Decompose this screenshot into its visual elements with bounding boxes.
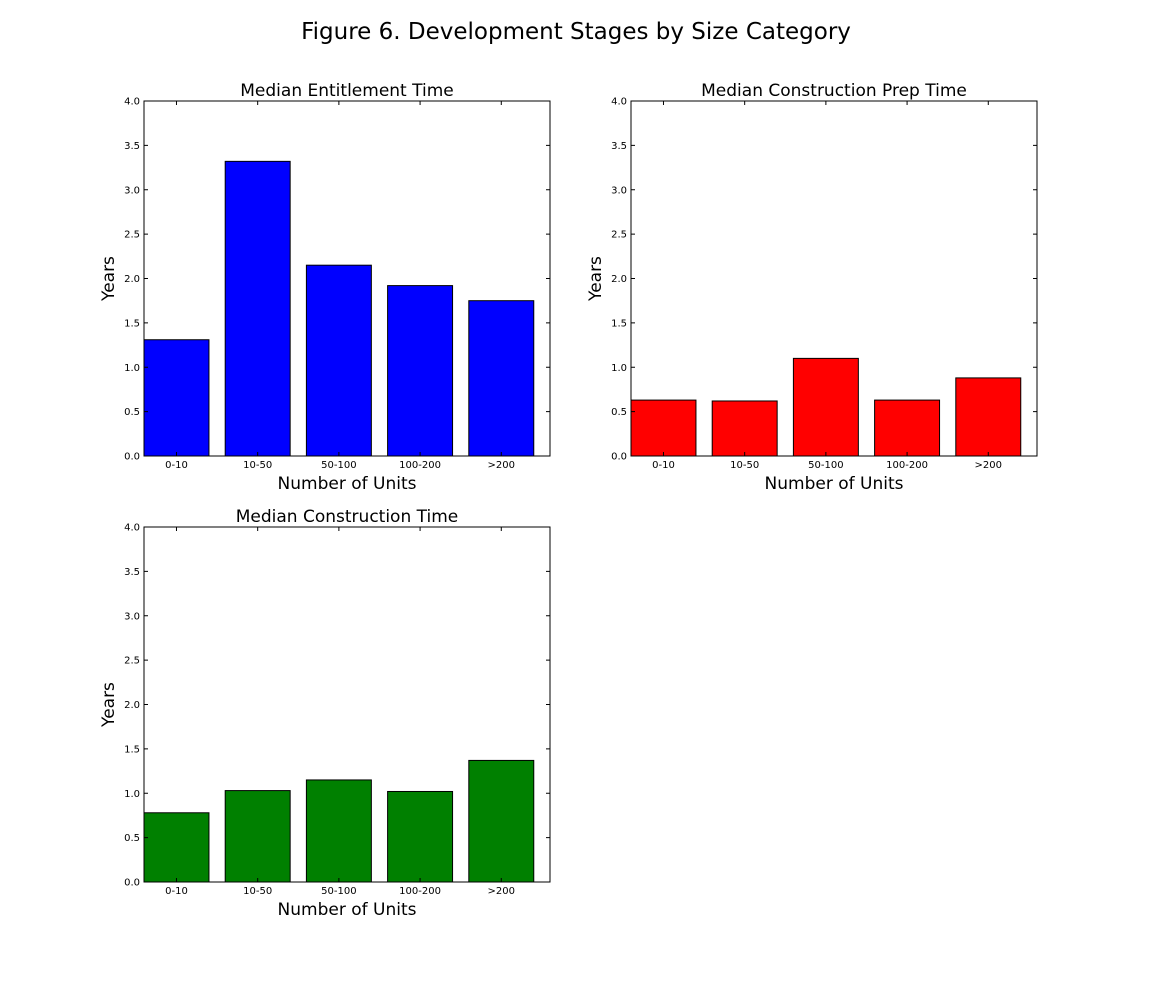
bar-10-50 [224, 790, 291, 883]
chart-panel-3: 0.0 0.5 1.0 1.5 2.0 2.5 3.0 3.5 4.0 0-10 10-50 50-1… [99, 507, 551, 920]
y-tick-label: 0.5 [611, 407, 627, 418]
y-tick-label: 1.0 [124, 789, 140, 800]
bar-0-10 [143, 339, 210, 457]
y-tick-label: 3.5 [124, 567, 140, 578]
x-axis-label: Number of Units [278, 900, 417, 920]
y-tick-label: 3.0 [611, 185, 627, 196]
y-axis-label: Years [99, 682, 119, 728]
x-tick-label: 10-50 [730, 460, 759, 471]
bar-100-200 [387, 790, 454, 883]
y-tick-label: 3.0 [124, 611, 140, 622]
bar-0-10 [630, 399, 697, 457]
y-tick-label: 3.5 [611, 141, 627, 152]
bar-50-100 [792, 357, 859, 457]
y-tick-label: 1.0 [124, 363, 140, 374]
y-tick-label: 0.0 [124, 452, 140, 463]
y-tick-label: 1.5 [611, 318, 627, 329]
bar-10-50 [711, 400, 778, 457]
bar->200 [468, 300, 535, 457]
x-tick-label: 50-100 [808, 460, 843, 471]
x-tick-label: 0-10 [165, 460, 188, 471]
x-tick-label: >200 [488, 886, 515, 897]
x-tick-label: 50-100 [321, 460, 356, 471]
x-tick-label: 10-50 [243, 886, 272, 897]
bar-50-100 [305, 264, 372, 457]
x-axis-label: Number of Units [765, 474, 904, 494]
bar-10-50 [224, 160, 291, 457]
chart-title: Median Entitlement Time [240, 81, 453, 101]
bar-50-100 [305, 779, 372, 883]
y-tick-label: 0.0 [611, 452, 627, 463]
bar-100-200 [874, 399, 941, 457]
x-tick-label: 100-200 [399, 460, 441, 471]
y-tick-label: 2.5 [611, 230, 627, 241]
bar->200 [468, 759, 535, 883]
x-axis-label: Number of Units [278, 474, 417, 494]
x-tick-label: >200 [488, 460, 515, 471]
y-tick-label: 0.5 [124, 833, 140, 844]
x-tick-label: 50-100 [321, 886, 356, 897]
y-tick-label: 1.5 [124, 744, 140, 755]
y-tick-label: 2.5 [124, 656, 140, 667]
x-tick-label: >200 [975, 460, 1002, 471]
chart-title: Median Construction Prep Time [701, 81, 967, 101]
x-tick-label: 100-200 [886, 460, 928, 471]
y-tick-label: 4.0 [124, 97, 140, 108]
figure-title: Figure 6. Development Stages by Size Cat… [301, 19, 851, 45]
x-tick-label: 10-50 [243, 460, 272, 471]
y-tick-label: 2.0 [124, 274, 140, 285]
y-tick-label: 0.5 [124, 407, 140, 418]
y-tick-label: 1.0 [611, 363, 627, 374]
x-tick-label: 0-10 [165, 886, 188, 897]
x-tick-label: 100-200 [399, 886, 441, 897]
y-tick-label: 3.5 [124, 141, 140, 152]
bar->200 [955, 377, 1022, 457]
chart-title: Median Construction Time [236, 507, 459, 527]
y-tick-label: 3.0 [124, 185, 140, 196]
bar-0-10 [143, 812, 210, 883]
y-tick-label: 2.0 [611, 274, 627, 285]
y-tick-label: 4.0 [611, 97, 627, 108]
bar-100-200 [387, 285, 454, 457]
y-tick-label: 4.0 [124, 523, 140, 534]
y-axis-label: Years [586, 256, 606, 302]
y-axis-label: Years [99, 256, 119, 302]
chart-panel-1: 0.0 0.5 1.0 1.5 2.0 2.5 3.0 3.5 4.0 0-10 10-50 50-1… [99, 81, 551, 494]
x-tick-label: 0-10 [652, 460, 675, 471]
y-tick-label: 2.5 [124, 230, 140, 241]
y-tick-label: 2.0 [124, 700, 140, 711]
y-tick-label: 0.0 [124, 878, 140, 889]
y-tick-label: 1.5 [124, 318, 140, 329]
chart-panel-2: 0.0 0.5 1.0 1.5 2.0 2.5 3.0 3.5 4.0 0-10 10-50 50-1… [586, 81, 1038, 494]
